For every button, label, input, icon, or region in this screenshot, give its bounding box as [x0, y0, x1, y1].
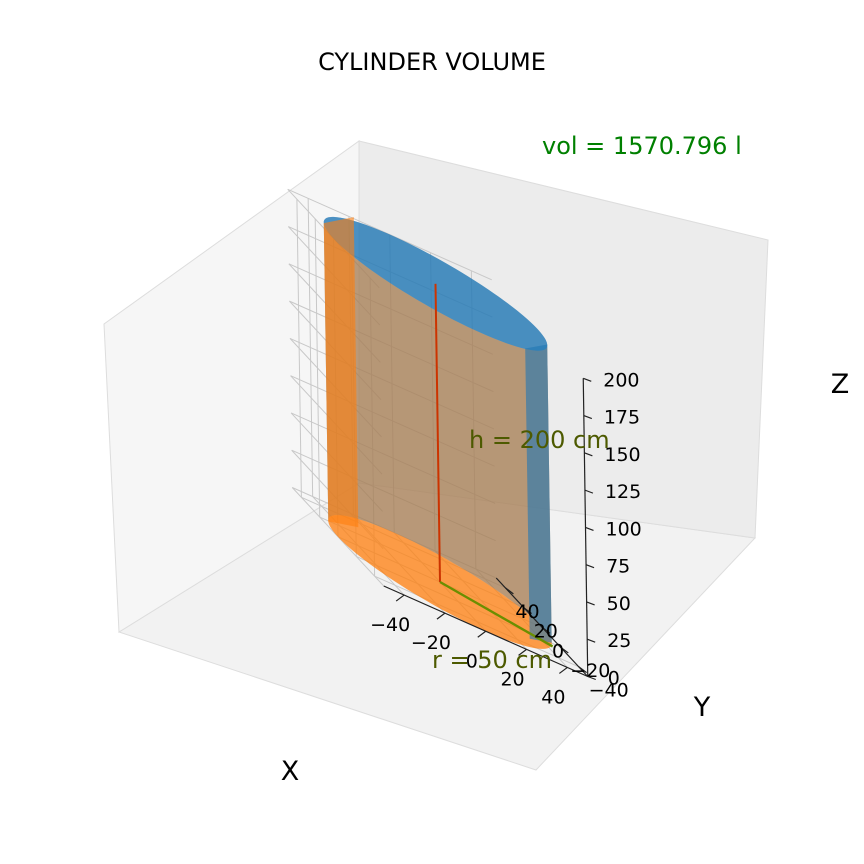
y-tick-mark: [559, 646, 569, 654]
x-tick-mark: [558, 666, 568, 674]
cylinder-right-edge-shade: [525, 344, 552, 643]
radius-annotation: r = 50 cm: [432, 646, 552, 674]
x-tick-label: 20: [500, 668, 524, 690]
z-tick-mark: [583, 377, 592, 382]
chart-title: CYLINDER VOLUME: [318, 48, 546, 76]
z-tick-label: 125: [605, 481, 641, 503]
z-tick-label: 175: [604, 407, 640, 429]
x-tick-label: −20: [411, 632, 451, 654]
y-tick-mark: [578, 666, 587, 674]
z-axis-label: Z: [831, 369, 850, 400]
z-tick-label: 150: [604, 444, 640, 466]
y-tick-mark: [541, 626, 551, 634]
z-tick-mark: [586, 601, 595, 606]
z-tick-mark: [585, 564, 595, 569]
x-tick-mark: [518, 648, 527, 656]
y-tick-label: −40: [589, 680, 629, 702]
z-tick-label: 50: [607, 593, 631, 615]
x-tick-mark: [477, 630, 487, 638]
z-tick-label: 200: [603, 369, 639, 391]
cylinder-surfaces: [323, 216, 554, 649]
y-tick-label: 20: [534, 621, 558, 643]
volume-annotation: vol = 1570.796 l: [542, 132, 742, 160]
z-tick-mark: [584, 489, 594, 494]
y-tick-mark: [523, 607, 533, 615]
height-line: [434, 283, 441, 583]
y-tick-label: 0: [552, 640, 564, 662]
z-tick-mark: [587, 675, 596, 681]
x-tick-mark: [395, 594, 405, 602]
z-tick-mark: [586, 638, 596, 643]
z-tick-label: 0: [608, 668, 620, 690]
z-tick-mark: [584, 452, 593, 457]
z-tick-mark: [585, 526, 594, 531]
x-tick-mark: [436, 612, 446, 620]
x-axis-label: X: [281, 756, 300, 787]
z-tick-label: 75: [606, 556, 630, 578]
cylinder-left-edge-shade: [323, 217, 359, 528]
z-tick-label: 100: [606, 518, 642, 540]
x-tick-label: −40: [370, 614, 410, 636]
x-tick-label: 40: [541, 686, 565, 708]
y-tick-mark: [505, 587, 514, 595]
z-tick-label: 25: [607, 630, 631, 652]
y-tick-label: 40: [515, 601, 539, 623]
y-tick-label: −20: [570, 660, 610, 682]
x-tick-label: 0: [466, 650, 478, 672]
z-tick-mark: [583, 415, 593, 420]
height-annotation: h = 200 cm: [469, 426, 610, 454]
y-axis-label: Y: [693, 692, 711, 723]
radius-line: [439, 580, 554, 648]
